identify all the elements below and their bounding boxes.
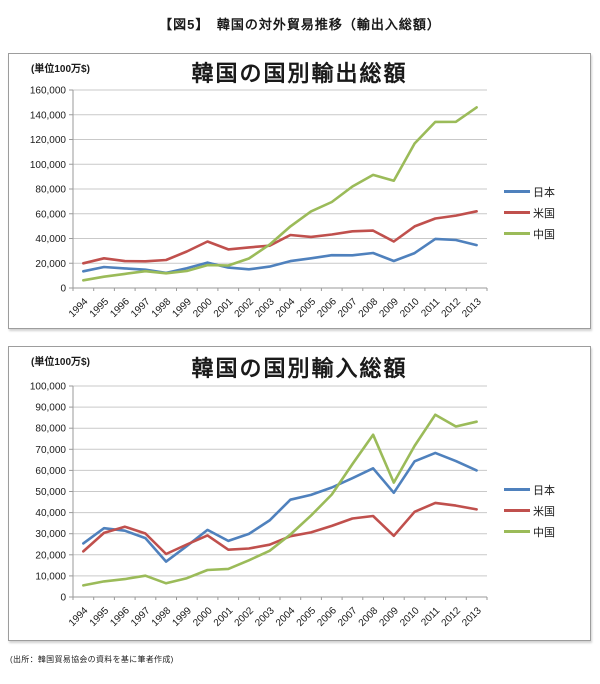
x-tick-label: 1999 [170, 605, 194, 629]
legend-swatch-usa [504, 509, 530, 512]
source-note: (出所：韓国貿易協会の資料を基に筆者作成) [10, 655, 174, 664]
x-tick-label: 1996 [108, 296, 132, 320]
x-tick-label: 2001 [212, 296, 236, 320]
x-tick-label: 1995 [88, 296, 112, 320]
x-tick-label: 2007 [336, 605, 360, 629]
x-tick-label: 2007 [336, 296, 360, 320]
x-tick-label: 2009 [377, 605, 401, 629]
y-tick-label: 70,000 [35, 445, 66, 456]
y-tick-label: 80,000 [35, 424, 66, 435]
x-tick-label: 2008 [357, 605, 381, 629]
legend-item-usa: 米国 [504, 500, 555, 521]
legend-item-china: 中国 [504, 223, 555, 244]
x-tick-label: 2006 [315, 296, 339, 320]
x-tick-label: 2004 [274, 605, 298, 629]
x-tick-label: 2000 [191, 296, 215, 320]
line-series-china [82, 413, 478, 587]
x-tick-label: 1996 [108, 605, 132, 629]
import-unit-label: (単位100万$) [31, 353, 90, 368]
legend-label-japan: 日本 [533, 186, 555, 199]
x-tick-label: 2006 [315, 605, 339, 629]
x-tick-label: 2013 [460, 605, 484, 629]
y-tick-label: 80,000 [35, 185, 66, 196]
x-tick-label: 2013 [460, 296, 484, 320]
line-series-usa [82, 501, 478, 556]
x-tick-label: 1995 [88, 605, 112, 629]
line-series-japan [82, 451, 478, 563]
x-tick-label: 2011 [419, 296, 442, 319]
y-tick-label: 60,000 [35, 466, 66, 477]
x-tick-label: 2001 [212, 605, 236, 629]
x-tick-label: 2010 [398, 605, 422, 629]
line-series-usa [82, 210, 478, 265]
x-tick-label: 1999 [170, 296, 194, 320]
figure-caption: 【図5】 韓国の対外貿易推移（輸出入総額） [159, 17, 441, 32]
x-tick-label: 1994 [67, 605, 91, 629]
y-tick-label: 90,000 [35, 403, 66, 414]
x-tick-label: 2002 [233, 605, 257, 629]
x-tick-label: 1994 [67, 296, 91, 320]
y-tick-label: 100,000 [30, 160, 67, 171]
x-tick-label: 2005 [295, 605, 319, 629]
x-tick-label: 1998 [150, 605, 174, 629]
y-tick-label: 50,000 [35, 487, 66, 498]
export-unit-label: (単位100万$) [31, 60, 90, 75]
y-tick-label: 160,000 [30, 86, 67, 97]
y-tick-label: 0 [60, 593, 66, 604]
x-tick-label: 2008 [357, 296, 381, 320]
x-tick-label: 1997 [129, 605, 153, 629]
legend-swatch-china [504, 530, 530, 533]
x-tick-label: 1997 [129, 296, 153, 320]
legend-label-china: 中国 [533, 526, 555, 539]
line-series-china [82, 106, 478, 282]
y-tick-label: 60,000 [35, 209, 66, 220]
x-tick-label: 2011 [419, 605, 442, 628]
y-tick-label: 20,000 [35, 550, 66, 561]
x-tick-label: 1998 [150, 296, 174, 320]
import-chart-title: 韓国の国別輸入総額 [181, 351, 418, 383]
legend-swatch-japan [504, 190, 530, 193]
y-tick-label: 120,000 [30, 135, 67, 146]
legend-label-usa: 米国 [533, 505, 555, 518]
y-tick-label: 10,000 [35, 571, 66, 582]
legend-item-japan: 日本 [504, 181, 555, 202]
y-tick-label: 40,000 [35, 234, 66, 245]
legend-swatch-japan [504, 488, 530, 491]
x-tick-label: 2009 [377, 296, 401, 320]
export-chart-title: 韓国の国別輸出総額 [181, 56, 418, 88]
x-tick-label: 2004 [274, 296, 298, 320]
legend-swatch-china [504, 232, 530, 235]
y-tick-label: 140,000 [30, 110, 67, 121]
export-chart-legend: 日本 米国 中国 [504, 181, 555, 244]
legend-label-usa: 米国 [533, 207, 555, 220]
x-tick-label: 2012 [440, 605, 464, 629]
legend-label-japan: 日本 [533, 484, 555, 497]
import-chart-plot: 0 10,000 20,000 30,000 40,000 50,000 60,000 70,… [30, 382, 488, 629]
export-chart: (単位100万$) 韓国の国別輸出総額 0 20,000 40,000 60,000 8… [8, 53, 591, 329]
line-series-japan [82, 237, 478, 275]
x-tick-label: 2000 [191, 605, 215, 629]
legend-item-usa: 米国 [504, 202, 555, 223]
legend-item-china: 中国 [504, 521, 555, 542]
legend-swatch-usa [504, 211, 530, 214]
y-tick-label: 30,000 [35, 529, 66, 540]
x-tick-label: 2005 [295, 296, 319, 320]
import-chart: (単位100万$) 韓国の国別輸入総額 0 10,000 20,000 30,000 4… [8, 346, 591, 641]
legend-label-china: 中国 [533, 228, 555, 241]
x-tick-label: 2012 [440, 296, 464, 320]
x-tick-label: 2003 [253, 605, 277, 629]
import-chart-legend: 日本 米国 中国 [504, 479, 555, 542]
y-tick-label: 40,000 [35, 508, 66, 519]
y-tick-label: 20,000 [35, 259, 66, 270]
x-tick-label: 2002 [233, 296, 257, 320]
y-tick-label: 100,000 [30, 382, 67, 393]
export-chart-plot: 0 20,000 40,000 60,000 80,000 100,000 120,000 1… [30, 86, 488, 320]
legend-item-japan: 日本 [504, 479, 555, 500]
x-tick-label: 2010 [398, 296, 422, 320]
y-tick-label: 0 [60, 284, 66, 295]
x-tick-label: 2003 [253, 296, 277, 320]
